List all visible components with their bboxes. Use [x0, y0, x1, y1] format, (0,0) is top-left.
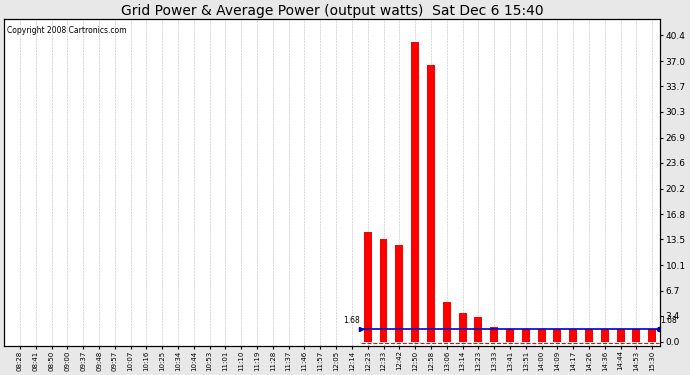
Bar [522, 329, 530, 342]
Bar [427, 65, 435, 342]
Text: Copyright 2008 Cartronics.com: Copyright 2008 Cartronics.com [8, 26, 127, 35]
Bar [553, 329, 562, 342]
Text: 1.68: 1.68 [343, 316, 359, 325]
Bar [633, 329, 640, 342]
Bar [411, 42, 419, 342]
Bar [506, 329, 514, 342]
Bar [490, 327, 498, 342]
Bar [380, 239, 388, 342]
Bar [569, 329, 577, 342]
Bar [649, 329, 656, 342]
Bar [475, 318, 482, 342]
Bar [585, 329, 593, 342]
Bar [443, 302, 451, 342]
Bar [364, 232, 372, 342]
Bar [459, 313, 466, 342]
Bar [538, 329, 546, 342]
Bar [617, 329, 624, 342]
Title: Grid Power & Average Power (output watts)  Sat Dec 6 15:40: Grid Power & Average Power (output watts… [121, 4, 544, 18]
Bar [395, 244, 403, 342]
Bar [601, 329, 609, 342]
Text: 1.68: 1.68 [660, 316, 677, 325]
